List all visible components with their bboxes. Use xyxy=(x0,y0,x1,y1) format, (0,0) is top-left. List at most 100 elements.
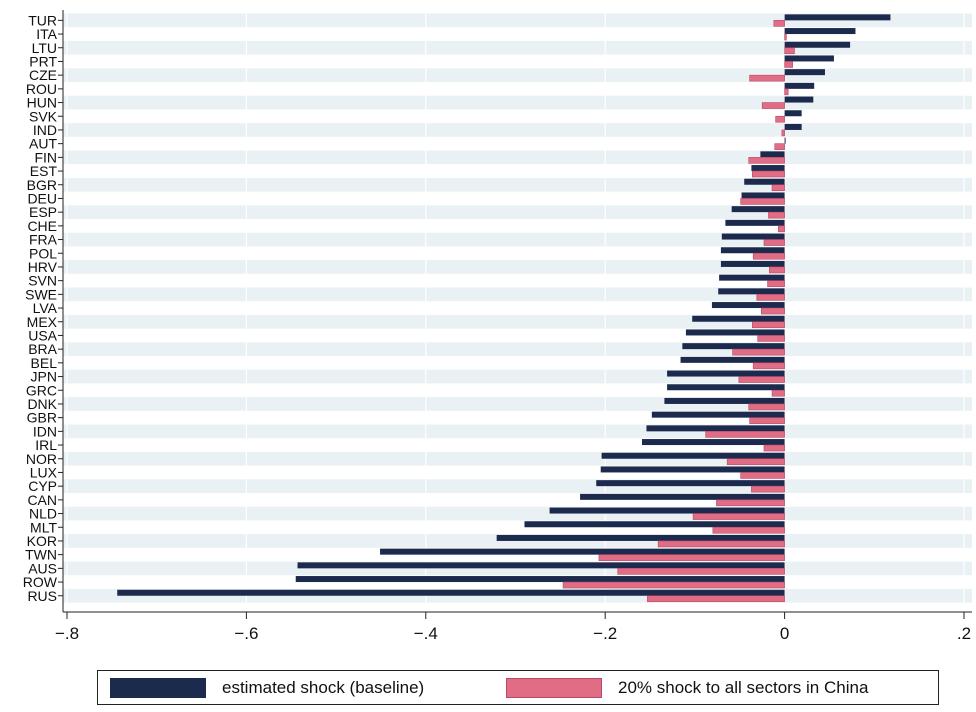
row-band xyxy=(63,95,972,110)
y-tick-label: LVA xyxy=(33,300,58,316)
y-tick-label: SVN xyxy=(28,273,57,289)
bar-china-shock-mex xyxy=(752,321,785,329)
x-tick-label: −.4 xyxy=(414,624,438,643)
y-tick-label: NOR xyxy=(26,451,57,467)
y-tick-label: DEU xyxy=(27,190,57,206)
bar-baseline-gbr xyxy=(651,411,785,418)
bar-china-shock-lva xyxy=(760,307,785,315)
x-axis: −.8 −.6 −.4 −.2 0 .2 xyxy=(55,611,972,643)
y-tick-label: MEX xyxy=(27,314,58,330)
bar-baseline-deu xyxy=(741,192,785,199)
y-tick-label: JPN xyxy=(31,369,57,385)
bar-baseline-esp xyxy=(731,206,785,213)
bar-china-shock-idn xyxy=(705,431,785,438)
bar-china-shock-bel xyxy=(752,362,785,370)
x-tick-label: −.8 xyxy=(55,624,79,643)
bar-china-shock-mlt xyxy=(712,526,785,534)
bar-baseline-twn xyxy=(380,548,785,555)
bar-china-shock-usa xyxy=(757,335,785,342)
row-band xyxy=(63,123,972,137)
y-tick-label: DNK xyxy=(27,396,57,412)
row-bands xyxy=(63,13,972,603)
bar-baseline-swe xyxy=(718,288,785,295)
bar-china-shock-tur xyxy=(773,20,785,27)
bar-baseline-fin xyxy=(760,151,785,158)
legend-swatch-china-shock xyxy=(506,678,602,698)
bar-baseline-aut xyxy=(784,137,786,144)
bar-china-shock-gbr xyxy=(749,417,785,424)
row-band xyxy=(63,177,972,192)
y-tick-label: SWE xyxy=(25,286,57,302)
bar-baseline-dnk xyxy=(664,397,785,404)
bar-baseline-est xyxy=(751,165,785,172)
y-tick-label: EST xyxy=(30,163,58,179)
row-band xyxy=(63,68,972,82)
bar-china-shock-svk xyxy=(775,115,785,123)
bar-baseline-bgr xyxy=(744,178,785,185)
bar-baseline-rou xyxy=(784,82,815,89)
bar-china-shock-cyp xyxy=(751,485,785,493)
y-tick-label: GRC xyxy=(26,382,57,398)
bar-china-shock-deu xyxy=(740,198,785,205)
y-tick-label: FRA xyxy=(29,232,58,248)
bar-china-shock-rus xyxy=(647,595,785,603)
y-tick-label: HRV xyxy=(28,259,58,275)
bar-china-shock-esp xyxy=(768,211,785,219)
bar-china-shock-can xyxy=(716,499,785,507)
bars xyxy=(117,14,891,603)
y-axis: TURITALTUPRTCZEROUHUNSVKINDAUTFINESTBGRD… xyxy=(23,10,64,612)
bar-china-shock-grc xyxy=(771,389,785,397)
y-tick-label: IND xyxy=(33,122,57,138)
legend-item-china-shock: 20% shock to all sectors in China xyxy=(506,678,868,698)
y-tick-label: LTU xyxy=(32,40,57,56)
x-tick-label: −.6 xyxy=(234,624,258,643)
row-band xyxy=(63,397,972,411)
bar-china-shock-kor xyxy=(657,540,785,548)
bar-baseline-rus xyxy=(117,589,785,596)
row-band xyxy=(63,13,972,28)
row-band xyxy=(63,150,972,165)
bar-baseline-svn xyxy=(719,274,785,281)
bar-china-shock-ita xyxy=(784,33,787,41)
bar-china-shock-hrv xyxy=(769,266,785,274)
row-band xyxy=(63,451,972,466)
bar-baseline-fra xyxy=(721,233,785,240)
y-tick-label: CZE xyxy=(29,67,57,83)
bar-baseline-mlt xyxy=(524,521,785,528)
row-band xyxy=(63,232,972,247)
bar-china-shock-cze xyxy=(749,74,785,82)
y-tick-label: BEL xyxy=(31,355,58,371)
legend-swatch-baseline xyxy=(110,678,206,698)
bar-china-shock-aut xyxy=(774,143,785,150)
y-tick-label: AUS xyxy=(28,560,57,576)
x-tick-label: .2 xyxy=(957,624,971,643)
legend: estimated shock (baseline) 20% shock to … xyxy=(97,670,939,705)
bar-china-shock-svn xyxy=(767,280,785,287)
y-tick-label: USA xyxy=(28,327,57,343)
bar-baseline-pol xyxy=(720,247,785,254)
bar-china-shock-est xyxy=(752,170,785,178)
legend-label-china-shock: 20% shock to all sectors in China xyxy=(618,678,869,697)
y-tick-label: CYP xyxy=(28,478,57,494)
y-tick-label: LUX xyxy=(30,464,58,480)
bar-china-shock-che xyxy=(778,225,785,233)
bar-baseline-mex xyxy=(692,315,785,322)
bar-china-shock-lux xyxy=(740,472,785,479)
bar-baseline-jpn xyxy=(667,370,785,377)
y-tick-label: NLD xyxy=(29,506,57,522)
bar-baseline-ind xyxy=(784,123,802,130)
y-tick-label: HUN xyxy=(27,95,57,111)
bar-baseline-bel xyxy=(680,356,785,363)
row-band xyxy=(63,314,972,329)
x-tick-label: −.2 xyxy=(593,624,617,643)
bar-baseline-idn xyxy=(646,425,785,432)
y-tick-label: ESP xyxy=(29,204,57,220)
bar-baseline-nld xyxy=(549,507,785,514)
bar-china-shock-fra xyxy=(763,239,785,246)
y-tick-label: TUR xyxy=(28,12,57,28)
y-tick-label: MLT xyxy=(30,519,57,535)
bar-baseline-ltu xyxy=(784,41,851,48)
bar-baseline-ita xyxy=(784,28,856,35)
